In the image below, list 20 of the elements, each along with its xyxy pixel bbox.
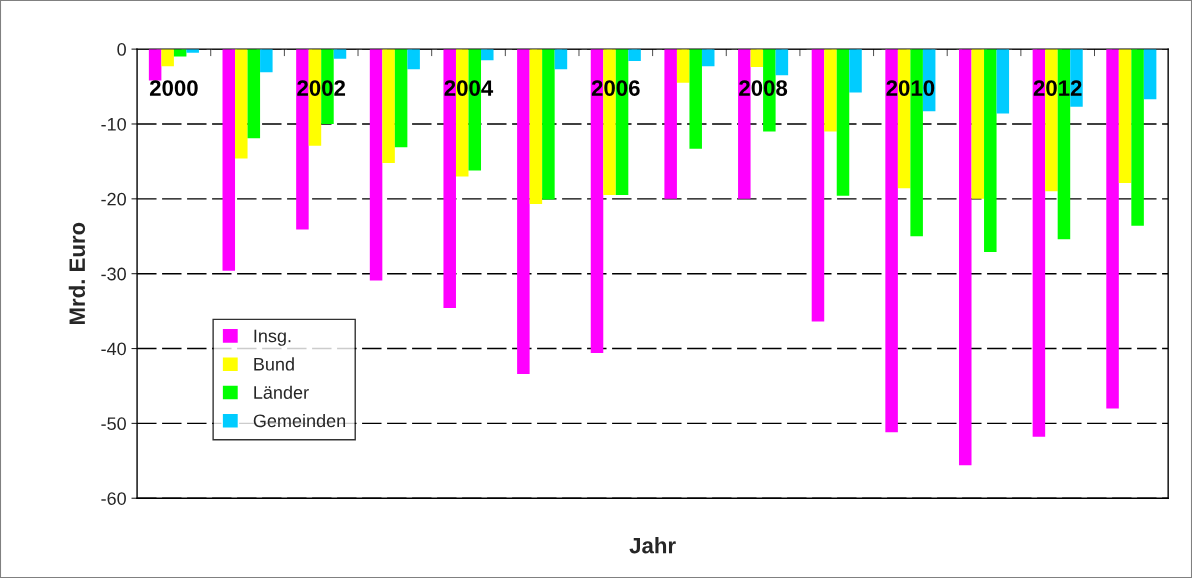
legend-label: Insg. bbox=[254, 329, 291, 346]
y-tick-label: -60 bbox=[101, 492, 126, 505]
legend-label: Bund bbox=[254, 357, 294, 371]
y-tick-label: -20 bbox=[101, 192, 126, 206]
x-tick-label: 2006 bbox=[591, 80, 640, 96]
x-tick-label: 2004 bbox=[444, 80, 494, 96]
y-tick-label: -10 bbox=[101, 117, 126, 131]
y-axis-title: Mrd. Euro bbox=[68, 222, 86, 325]
y-tick-label: 0 bbox=[117, 43, 126, 56]
x-tick-label: 2012 bbox=[1033, 80, 1082, 96]
y-tick-label: -30 bbox=[101, 267, 126, 281]
x-tick-label: 2008 bbox=[739, 80, 788, 96]
x-tick-label: 2000 bbox=[149, 80, 198, 96]
x-tick-label: 2010 bbox=[886, 80, 935, 96]
x-axis-title: Jahr bbox=[629, 537, 676, 554]
y-tick-label: -40 bbox=[101, 342, 126, 356]
legend-label: Länder bbox=[254, 385, 309, 399]
legend-label: Gemeinden bbox=[253, 413, 346, 428]
x-tick-label: 2002 bbox=[297, 80, 346, 96]
y-tick-label: -50 bbox=[101, 417, 126, 431]
